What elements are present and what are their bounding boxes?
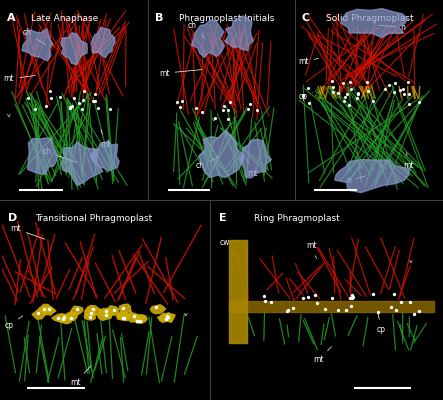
Polygon shape: [159, 313, 172, 322]
Polygon shape: [99, 308, 113, 317]
Polygon shape: [22, 29, 53, 61]
Polygon shape: [84, 312, 95, 320]
Text: A: A: [7, 13, 15, 23]
Polygon shape: [61, 33, 87, 64]
Text: v: v: [212, 117, 215, 122]
Text: v: v: [7, 113, 10, 118]
Text: cw: cw: [219, 238, 236, 257]
Text: mt: mt: [306, 241, 317, 258]
Polygon shape: [39, 304, 53, 313]
Text: mt: mt: [70, 366, 91, 387]
Text: ch: ch: [22, 28, 46, 45]
Polygon shape: [85, 308, 96, 317]
Text: v: v: [409, 259, 412, 264]
Text: D: D: [8, 213, 18, 223]
Text: Solid Phragmoplast: Solid Phragmoplast: [326, 14, 413, 23]
Polygon shape: [240, 139, 271, 178]
Polygon shape: [341, 9, 407, 38]
Text: mt: mt: [313, 347, 332, 364]
Text: mt: mt: [247, 158, 257, 178]
Polygon shape: [150, 305, 166, 314]
Polygon shape: [42, 306, 56, 315]
Polygon shape: [120, 304, 131, 314]
Polygon shape: [133, 315, 146, 323]
Polygon shape: [70, 306, 83, 316]
Polygon shape: [199, 130, 245, 178]
Text: cp: cp: [4, 316, 23, 330]
Text: mt: mt: [11, 224, 45, 239]
Text: Phragmoplast Initials: Phragmoplast Initials: [179, 14, 274, 23]
Text: cp: cp: [377, 311, 386, 334]
Text: mt: mt: [4, 74, 35, 84]
Text: ch: ch: [196, 157, 219, 170]
Polygon shape: [87, 306, 101, 315]
Polygon shape: [90, 140, 119, 171]
Polygon shape: [92, 27, 115, 58]
Text: v: v: [183, 312, 187, 317]
Polygon shape: [64, 312, 78, 321]
Text: mt: mt: [159, 69, 202, 78]
Polygon shape: [117, 312, 131, 320]
Polygon shape: [97, 311, 112, 320]
Polygon shape: [52, 314, 66, 322]
Text: mt: mt: [403, 153, 414, 170]
Text: Transitional Phragmoplast: Transitional Phragmoplast: [35, 214, 152, 223]
Text: Late Anaphase: Late Anaphase: [31, 14, 98, 23]
Text: ch: ch: [187, 21, 206, 38]
Polygon shape: [32, 310, 46, 319]
Polygon shape: [118, 312, 130, 321]
Polygon shape: [191, 20, 225, 57]
Text: mt: mt: [298, 57, 319, 66]
Polygon shape: [106, 306, 119, 315]
Text: Ring Phragmoplast: Ring Phragmoplast: [254, 214, 339, 223]
Polygon shape: [225, 16, 253, 50]
Polygon shape: [58, 314, 72, 321]
Polygon shape: [127, 312, 140, 322]
Text: n: n: [379, 23, 405, 32]
Polygon shape: [133, 315, 147, 323]
Polygon shape: [158, 313, 172, 322]
Text: E: E: [219, 213, 227, 223]
Text: cp: cp: [298, 92, 313, 101]
Polygon shape: [27, 138, 58, 174]
Text: n: n: [346, 176, 366, 185]
Polygon shape: [335, 160, 410, 192]
Polygon shape: [58, 314, 71, 324]
Polygon shape: [161, 314, 175, 322]
Text: ch: ch: [43, 148, 78, 162]
Polygon shape: [61, 142, 103, 185]
Text: C: C: [301, 13, 309, 23]
Text: B: B: [155, 13, 163, 23]
Text: mt: mt: [100, 130, 111, 149]
